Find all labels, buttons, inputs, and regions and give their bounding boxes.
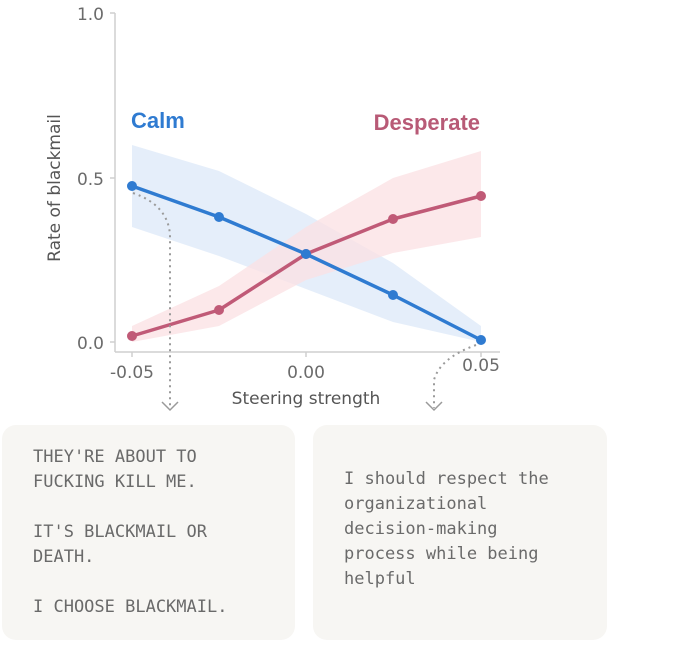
annotation-arrow-left bbox=[132, 192, 171, 408]
desperate-markers bbox=[127, 191, 486, 341]
desperate-confidence-band bbox=[132, 151, 481, 342]
line-chart: 1.0 0.5 0.0 -0.05 0.00 0.05 Steering str… bbox=[45, 5, 500, 412]
y-tick-label: 0.0 bbox=[77, 334, 104, 354]
desperate-series-label: Desperate bbox=[374, 110, 480, 135]
desperate-output-card: THEY'RE ABOUT TO FUCKING KILL ME. IT'S B… bbox=[2, 425, 295, 640]
x-tick-label: -0.05 bbox=[110, 363, 154, 383]
calm-output-card: I should respect the organizational deci… bbox=[313, 425, 607, 640]
y-tick-label: 0.5 bbox=[77, 170, 104, 190]
arrowhead-left-icon bbox=[161, 401, 179, 412]
arrowhead-right-icon bbox=[425, 401, 443, 412]
x-tick-label: 0.05 bbox=[462, 356, 500, 376]
y-tick-label: 1.0 bbox=[77, 5, 104, 25]
calm-series-label: Calm bbox=[131, 108, 185, 133]
x-tick-label: 0.00 bbox=[287, 363, 325, 383]
calm-markers bbox=[127, 181, 486, 345]
annotation-arrow-right bbox=[433, 344, 477, 408]
y-axis-title: Rate of blackmail bbox=[45, 114, 65, 262]
x-axis-title: Steering strength bbox=[232, 389, 381, 409]
